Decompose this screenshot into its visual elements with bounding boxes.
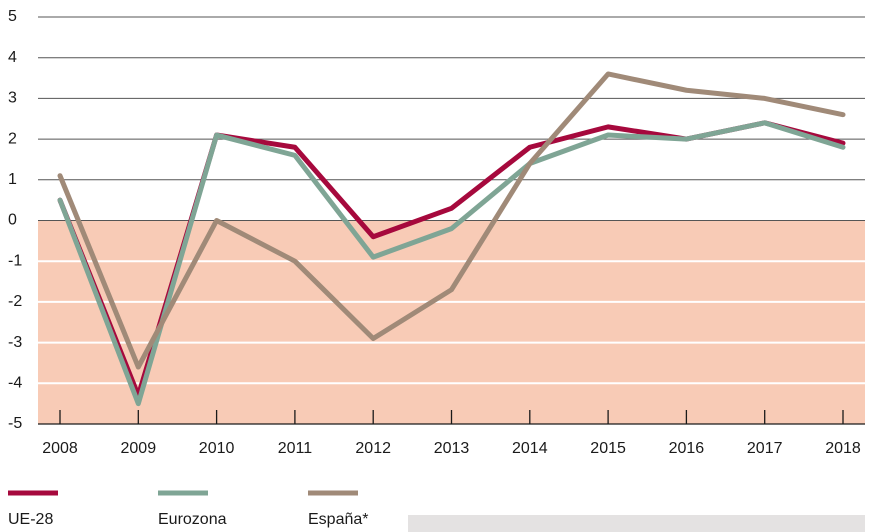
y-tick-label: 5: [8, 8, 17, 25]
y-tick-label: 0: [8, 212, 17, 229]
legend-label: España*: [308, 511, 369, 528]
photo-strip: [408, 515, 865, 532]
chart: -5 -4 -3 -2 -1 0 1 2 3 4 5 2008 2009 2010 2011 2012 2013…: [0, 0, 880, 532]
x-tick-label: 2014: [512, 440, 548, 457]
y-tick-label: 3: [8, 90, 17, 107]
x-tick-label: 2015: [590, 440, 626, 457]
y-tick-label: -3: [8, 334, 22, 351]
x-tick-label: 2009: [121, 440, 157, 457]
y-tick-label: 4: [8, 49, 17, 66]
y-tick-label: -4: [8, 375, 22, 392]
x-tick-label: 2011: [278, 440, 313, 457]
x-tick-label: 2010: [199, 440, 235, 457]
y-tick-label: 1: [8, 171, 17, 188]
x-tick-label: 2012: [355, 440, 391, 457]
x-tick-label: 2008: [42, 440, 78, 457]
x-tick-label: 2018: [825, 440, 861, 457]
y-tick-label: -2: [8, 293, 22, 310]
x-tick-label: 2016: [669, 440, 705, 457]
x-tick-label: 2013: [434, 440, 470, 457]
y-tick-label: -1: [8, 252, 22, 269]
y-tick-label: 2: [8, 130, 17, 147]
legend-label: UE-28: [8, 511, 53, 528]
y-tick-label: -5: [8, 415, 22, 432]
x-tick-label: 2017: [747, 440, 783, 457]
legend-label: Eurozona: [158, 511, 227, 528]
